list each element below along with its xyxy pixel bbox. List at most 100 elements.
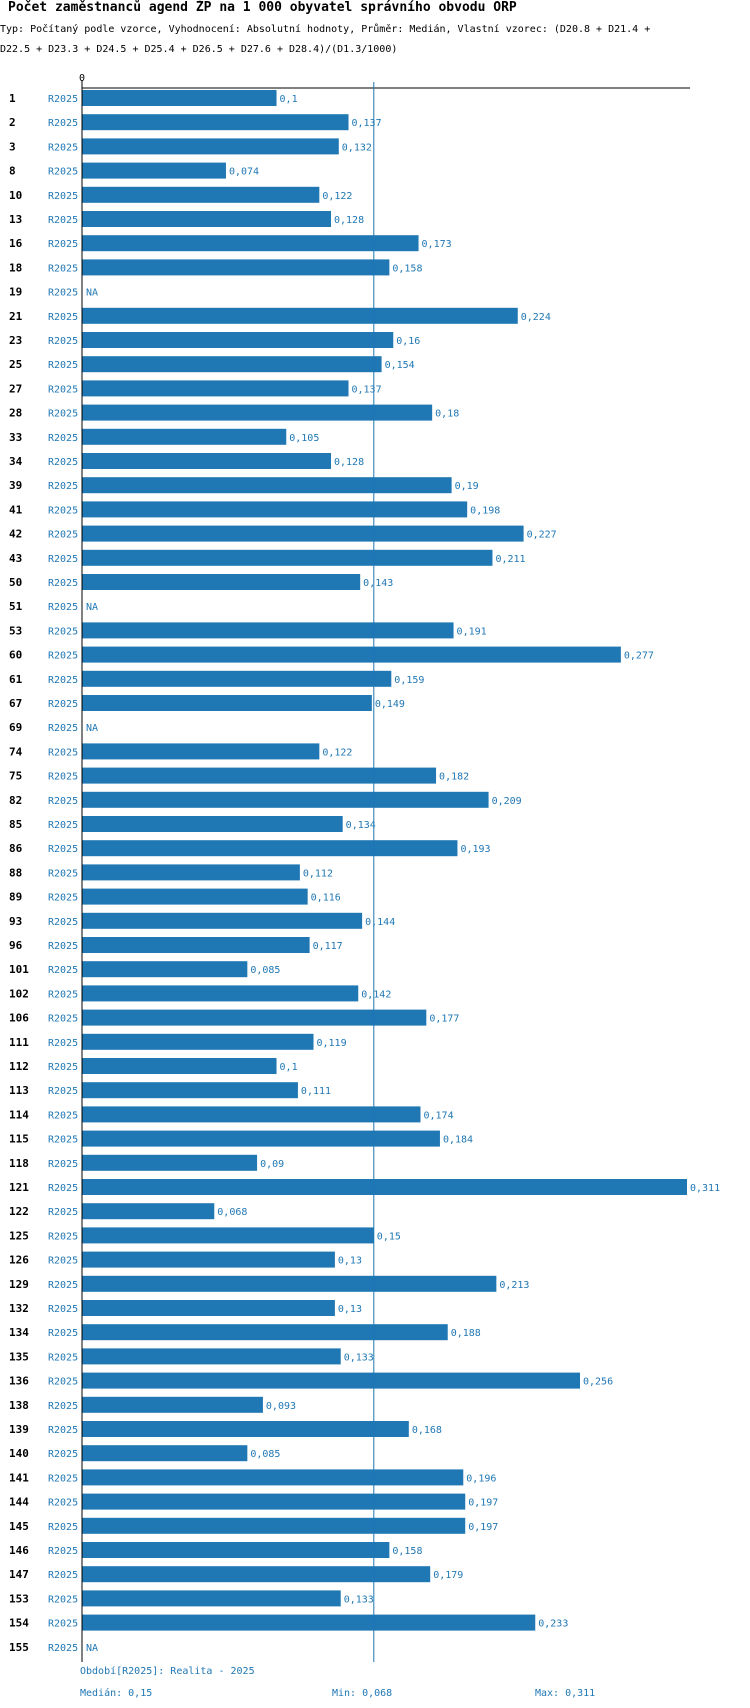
series-label: R2025: [48, 457, 78, 468]
bar: [82, 453, 332, 469]
series-label: R2025: [48, 1473, 78, 1484]
data-label: 0,093: [266, 1401, 296, 1412]
series-label: R2025: [48, 215, 78, 226]
bar: [82, 864, 300, 881]
data-label: 0,209: [492, 796, 522, 807]
data-label: NA: [86, 288, 98, 299]
category-label: 34: [9, 455, 23, 468]
series-label: R2025: [48, 94, 78, 105]
category-label: 1: [9, 92, 16, 105]
category-label: 19: [9, 286, 22, 299]
category-label: 132: [9, 1302, 29, 1315]
series-label: R2025: [48, 1522, 78, 1533]
series-label: R2025: [48, 893, 78, 904]
bar: [82, 1324, 448, 1341]
data-label: 0,158: [392, 1546, 422, 1557]
data-label: 0,227: [527, 530, 557, 541]
bar: [82, 1421, 409, 1437]
series-label: R2025: [48, 578, 78, 589]
data-label: 0,134: [346, 820, 376, 831]
series-label: R2025: [48, 1110, 78, 1121]
bar: [82, 743, 320, 760]
bar: [82, 404, 433, 421]
series-label: R2025: [48, 675, 78, 686]
data-label: 0,144: [365, 917, 395, 928]
series-label: R2025: [48, 1352, 78, 1363]
category-label: 147: [9, 1568, 29, 1581]
data-label: NA: [86, 723, 98, 734]
category-label: 69: [9, 721, 22, 734]
data-label: 0,111: [301, 1086, 331, 1097]
bar: [82, 114, 349, 131]
category-label: 10: [9, 189, 22, 202]
bar: [82, 574, 361, 590]
data-label: 0,133: [344, 1594, 374, 1605]
category-label: 138: [9, 1399, 29, 1412]
series-label: R2025: [48, 481, 78, 492]
category-label: 18: [9, 261, 22, 274]
series-label: R2025: [48, 1425, 78, 1436]
category-label: 154: [9, 1617, 29, 1630]
category-label: 106: [9, 1012, 29, 1025]
series-label: R2025: [48, 965, 78, 976]
bar: [82, 985, 359, 1002]
bar: [82, 380, 349, 397]
bar: [82, 767, 437, 784]
category-label: 122: [9, 1205, 29, 1218]
series-label: R2025: [48, 1256, 78, 1267]
data-label: 0,224: [521, 312, 551, 323]
series-label: R2025: [48, 868, 78, 879]
category-label: 75: [9, 770, 22, 783]
bar: [82, 90, 277, 106]
series-label: R2025: [48, 1159, 78, 1170]
category-label: 61: [9, 673, 23, 686]
bar: [82, 1130, 440, 1147]
series-label: R2025: [48, 1449, 78, 1460]
bar: [82, 1469, 464, 1486]
category-label: 28: [9, 407, 22, 420]
bar: [82, 138, 339, 155]
bar: [82, 549, 493, 566]
data-label: 0,128: [334, 215, 364, 226]
bar: [82, 1033, 314, 1050]
data-label: 0,122: [322, 747, 352, 758]
bar: [82, 307, 518, 324]
category-label: 102: [9, 987, 29, 1000]
data-label: 0,19: [455, 481, 479, 492]
data-label: 0,137: [352, 384, 382, 395]
category-label: 129: [9, 1278, 29, 1291]
data-label: 0,068: [217, 1207, 247, 1218]
bar: [82, 1445, 248, 1462]
bar: [82, 1566, 431, 1583]
category-label: 115: [9, 1133, 29, 1146]
chart-title: Počet zaměstnanců agend ŽP na 1 000 obyv…: [8, 0, 517, 15]
category-label: 136: [9, 1375, 29, 1388]
series-label: R2025: [48, 772, 78, 783]
category-label: 125: [9, 1229, 29, 1242]
series-label: R2025: [48, 554, 78, 565]
bar: [82, 259, 390, 276]
data-label: 0,085: [250, 965, 280, 976]
category-label: 25: [9, 358, 22, 371]
footer-period: Období[R2025]: Realita - 2025: [80, 1666, 255, 1677]
bar: [82, 501, 468, 518]
data-label: 0,211: [495, 554, 525, 565]
category-label: 113: [9, 1084, 29, 1097]
category-label: 67: [9, 697, 22, 710]
data-label: 0,197: [468, 1522, 498, 1533]
data-label: 0,133: [344, 1352, 374, 1363]
category-label: 42: [9, 528, 22, 541]
category-label: 155: [9, 1641, 29, 1654]
data-label: 0,256: [583, 1377, 613, 1388]
category-label: 85: [9, 818, 22, 831]
data-label: 0,168: [412, 1425, 442, 1436]
data-label: 0,277: [624, 651, 654, 662]
bar: [82, 695, 372, 711]
category-label: 8: [9, 165, 16, 178]
series-label: R2025: [48, 142, 78, 153]
bar: [82, 670, 392, 687]
series-label: R2025: [48, 1183, 78, 1194]
data-label: 0,1: [280, 1062, 298, 1073]
category-label: 140: [9, 1447, 29, 1460]
series-label: R2025: [48, 1377, 78, 1388]
